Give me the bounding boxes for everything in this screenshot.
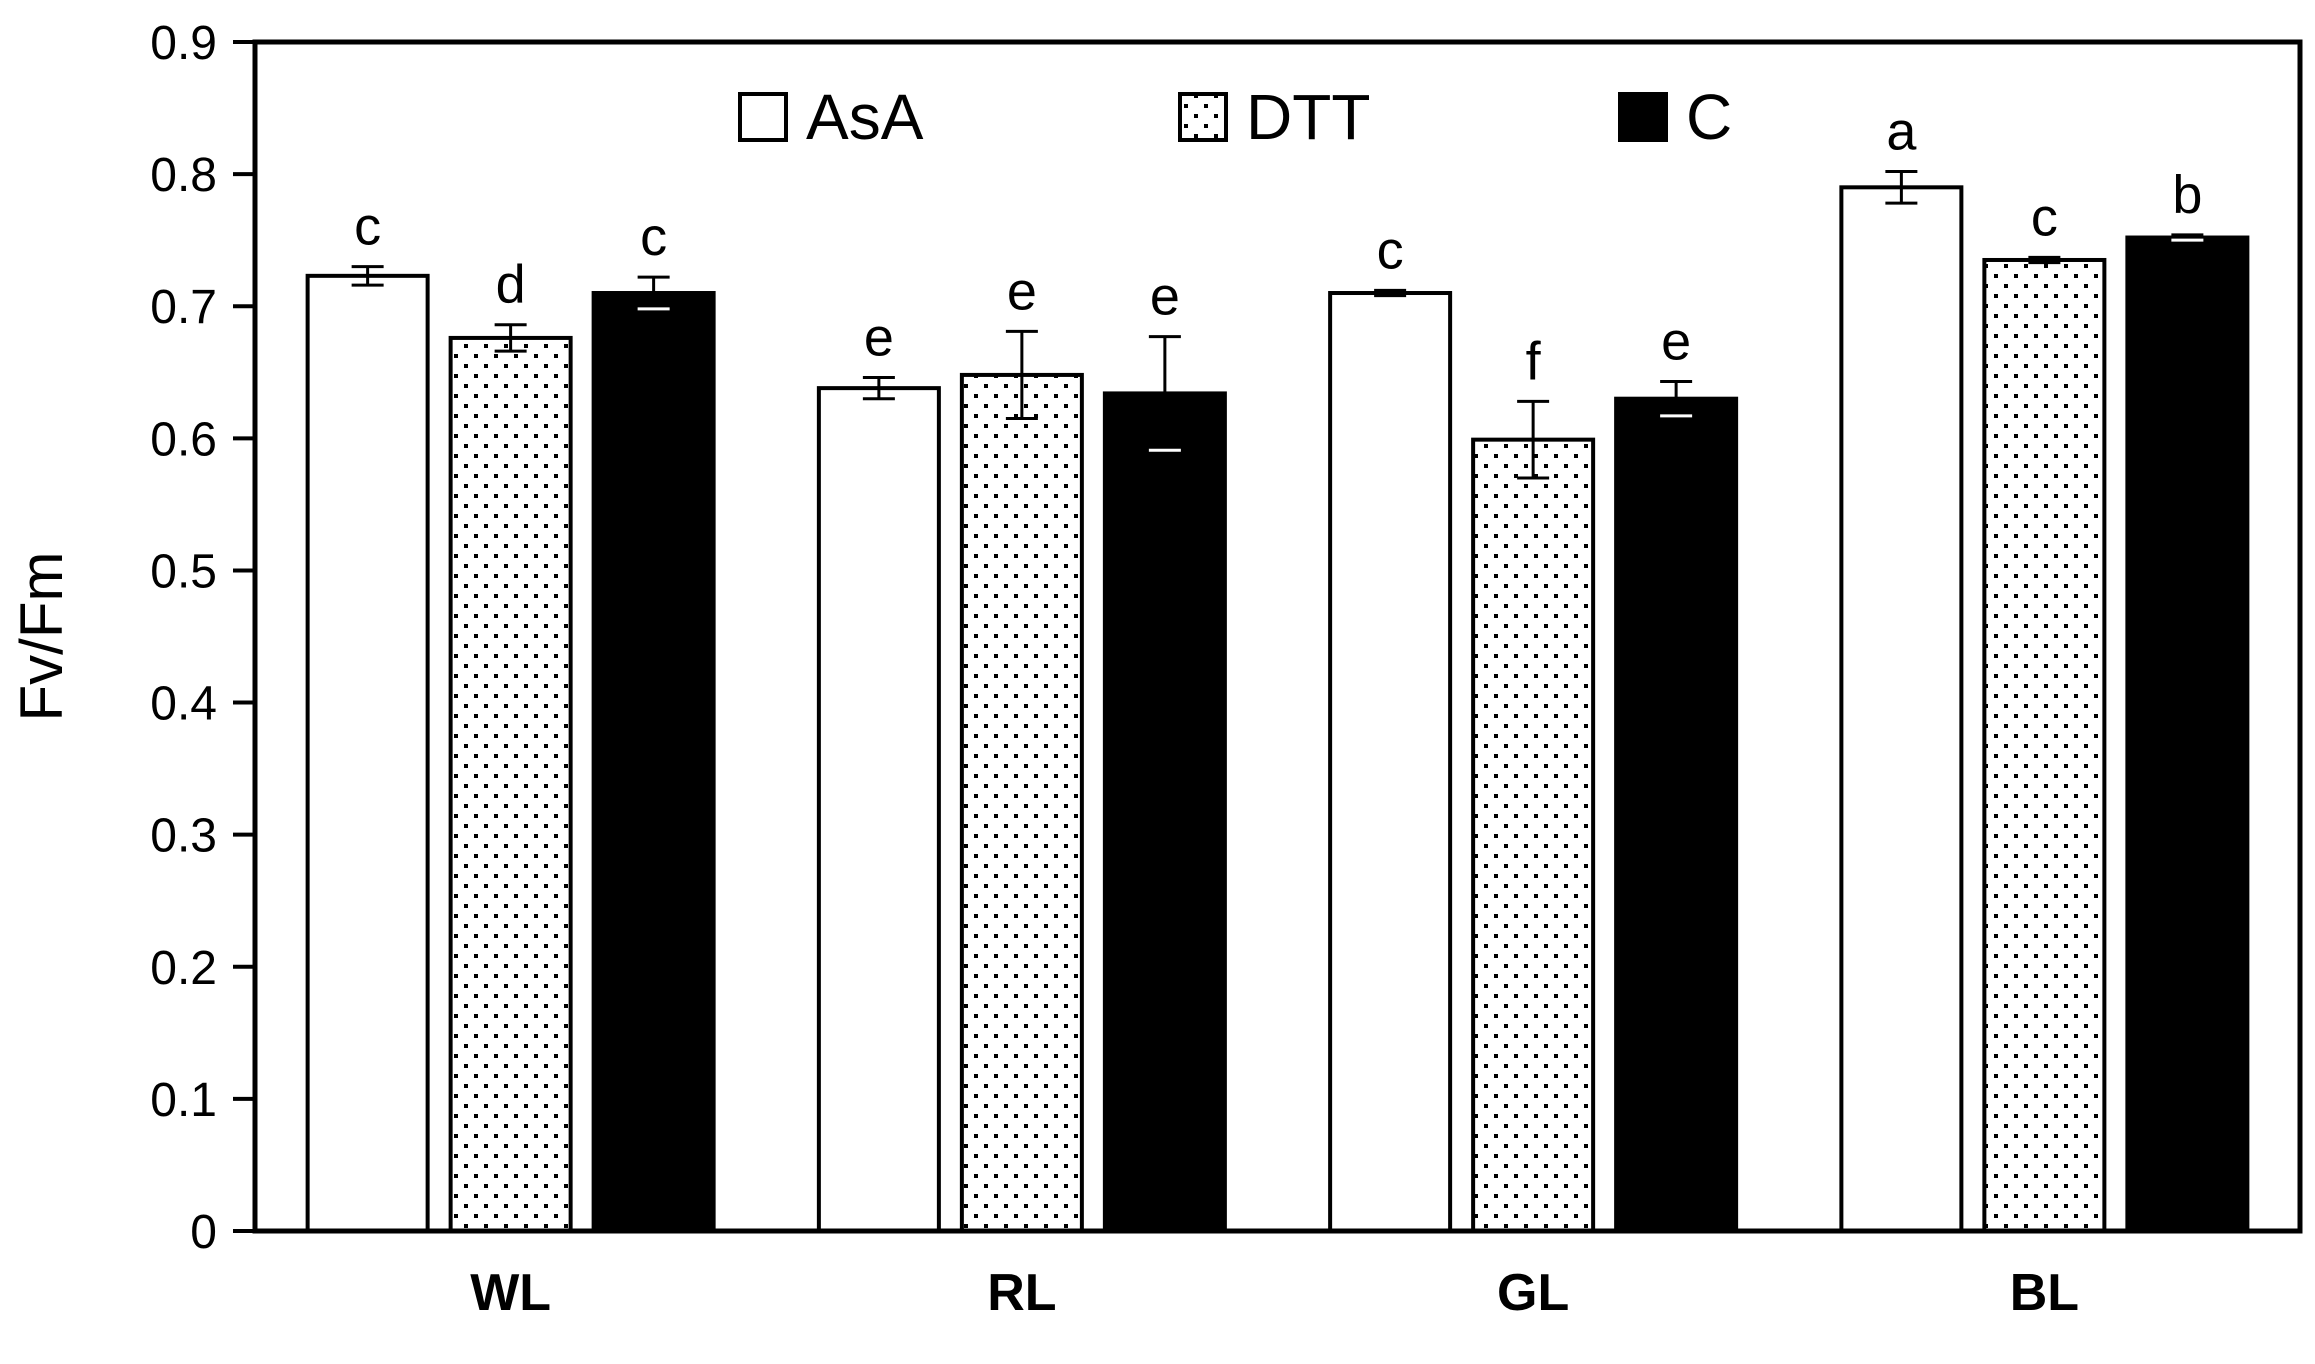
y-tick-label: 0.4 <box>150 678 217 731</box>
bar-wl-asa <box>305 273 430 1233</box>
bar-bl-c <box>2125 235 2250 1234</box>
significance-letter: e <box>864 308 894 368</box>
legend: AsA DTT C <box>738 81 1732 153</box>
significance-letter: c <box>354 197 381 257</box>
bar-wl-c <box>591 291 716 1233</box>
significance-letter: f <box>1526 331 1542 391</box>
error-bar <box>1660 380 1693 418</box>
legend-item-c: C <box>1618 81 1732 153</box>
y-tick-label: 0.2 <box>150 942 217 995</box>
y-tick-label: 0.9 <box>150 17 217 70</box>
y-axis-ticks: 0 0.1 0.2 0.3 0.4 0.5 0.6 0.7 0.8 0.9 <box>150 17 255 1259</box>
y-tick-label: 0.6 <box>150 413 217 466</box>
legend-item-asa: AsA <box>738 81 924 153</box>
significance-letter: a <box>1886 101 1917 161</box>
error-bar <box>1148 335 1181 452</box>
error-bar <box>862 376 895 401</box>
y-tick-label: 0.8 <box>150 149 217 202</box>
significance-letter: c <box>640 207 667 267</box>
x-category-label: BL <box>2010 1264 2079 1322</box>
bar-rl-dtt <box>959 372 1084 1234</box>
bar-rl-c <box>1102 391 1227 1234</box>
significance-letter: c <box>2031 187 2058 247</box>
error-bar <box>494 323 527 353</box>
bar-bl-asa <box>1839 185 1964 1233</box>
x-category-label: GL <box>1497 1264 1569 1322</box>
error-bar <box>351 265 384 287</box>
error-bar <box>1885 169 1918 205</box>
legend-label: C <box>1686 81 1732 153</box>
plot-area-frame <box>252 39 2303 1234</box>
y-tick-label: 0.7 <box>150 281 217 334</box>
significance-letter: d <box>496 255 526 315</box>
error-bar <box>2028 255 2061 265</box>
x-category-label: RL <box>987 1264 1056 1322</box>
bar-wl-dtt <box>448 335 573 1233</box>
y-tick-label: 0.1 <box>150 1074 217 1127</box>
legend-swatch <box>1178 92 1228 142</box>
bar-bl-dtt <box>1982 257 2107 1233</box>
y-tick-label: 0.5 <box>150 545 217 598</box>
error-bars <box>351 169 2204 480</box>
error-bar <box>1005 329 1038 421</box>
significance-letter: b <box>2172 165 2202 225</box>
bar-gl-dtt <box>1471 437 1596 1234</box>
bar-gl-c <box>1614 396 1739 1233</box>
legend-label: DTT <box>1246 81 1370 153</box>
x-category-label: WL <box>470 1264 551 1322</box>
legend-swatch <box>738 92 788 142</box>
significance-letter: e <box>1661 312 1691 372</box>
x-axis-category-labels: WL RL GL BL <box>470 1264 2079 1322</box>
error-bar <box>1374 288 1407 298</box>
error-bar <box>637 275 670 311</box>
y-tick-label: 0 <box>190 1206 217 1259</box>
error-bar <box>2171 233 2204 242</box>
y-tick-label: 0.3 <box>150 810 217 863</box>
bar-gl-asa <box>1328 291 1453 1233</box>
legend-swatch <box>1618 92 1668 142</box>
y-axis-title: Fv/Fm <box>8 552 75 722</box>
significance-letter: e <box>1007 261 1037 321</box>
legend-item-dtt: DTT <box>1178 81 1370 153</box>
bars <box>305 185 2250 1234</box>
significance-letter: c <box>1377 220 1404 280</box>
error-bar <box>1517 399 1550 480</box>
legend-label: AsA <box>806 81 924 153</box>
bar-rl-asa <box>816 386 941 1233</box>
significance-letter: e <box>1150 267 1180 327</box>
significance-labels: c d c e e e c f e a c b <box>354 101 2202 391</box>
